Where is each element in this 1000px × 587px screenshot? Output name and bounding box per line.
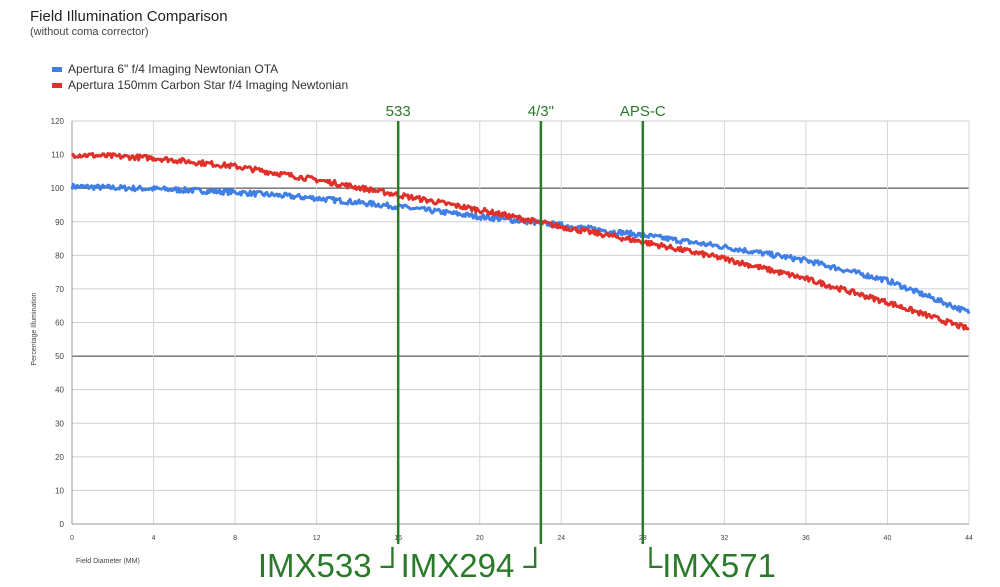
legend-swatch-series-2 — [52, 82, 62, 88]
x-tick-label: 8 — [233, 535, 237, 542]
marker-top-label-2: 4/3" — [528, 103, 554, 120]
series-line-1 — [70, 182, 971, 315]
series-line-2 — [70, 152, 970, 331]
x-axis-label: Field Diameter (MM) — [76, 558, 140, 565]
y-tick-label: 120 — [51, 117, 65, 126]
x-tick-label: 36 — [802, 535, 810, 542]
y-tick-label: 50 — [55, 352, 64, 361]
y-tick-label: 110 — [51, 151, 64, 160]
y-tick-label: 70 — [55, 285, 64, 294]
x-tick-label: 44 — [965, 535, 973, 542]
marker-top-label-3: APS-C — [620, 103, 666, 120]
marker-bottom-label-1: IMX533 ┘ — [258, 546, 404, 584]
markers-group: 533 IMX533 ┘ 4/3" IMX294 ┘ APS-C └IMX571 — [258, 103, 776, 584]
x-tick-label: 4 — [152, 535, 156, 542]
x-tick-label: 40 — [884, 535, 892, 542]
axes: 0102030405060708090100110120048121620242… — [51, 117, 973, 542]
legend: Apertura 6" f/4 Imaging Newtonian OTA Ap… — [52, 61, 348, 93]
chart-title: Field Illumination Comparison — [30, 8, 228, 25]
y-tick-label: 80 — [55, 251, 64, 260]
legend-item-series-1: Apertura 6" f/4 Imaging Newtonian OTA — [52, 61, 348, 77]
y-axis-label: Percentage Illumination — [31, 292, 38, 365]
x-tick-label: 0 — [70, 535, 74, 542]
y-tick-label: 10 — [55, 486, 64, 495]
chart-subtitle: (without coma corrector) — [30, 26, 149, 38]
legend-label-series-2: Apertura 150mm Carbon Star f/4 Imaging N… — [68, 78, 349, 92]
legend-swatch-series-1 — [52, 66, 62, 72]
x-tick-label: 24 — [557, 535, 565, 542]
y-tick-label: 20 — [55, 453, 64, 462]
y-tick-label: 90 — [55, 218, 64, 227]
y-tick-label: 40 — [55, 386, 64, 395]
grid — [71, 120, 970, 525]
x-tick-label: 20 — [476, 535, 484, 542]
x-tick-label: 12 — [313, 535, 321, 542]
y-tick-label: 0 — [60, 520, 65, 529]
y-tick-label: 100 — [51, 184, 65, 193]
marker-top-label-1: 533 — [386, 103, 411, 120]
legend-label-series-1: Apertura 6" f/4 Imaging Newtonian OTA — [68, 62, 279, 76]
series-group — [70, 152, 971, 331]
legend-item-series-2: Apertura 150mm Carbon Star f/4 Imaging N… — [52, 77, 348, 93]
y-tick-label: 60 — [55, 319, 64, 328]
marker-bottom-label-3: └IMX571 — [639, 546, 776, 584]
marker-bottom-label-2: IMX294 ┘ — [401, 546, 547, 584]
y-tick-label: 30 — [55, 419, 64, 428]
x-tick-label: 32 — [720, 535, 728, 542]
